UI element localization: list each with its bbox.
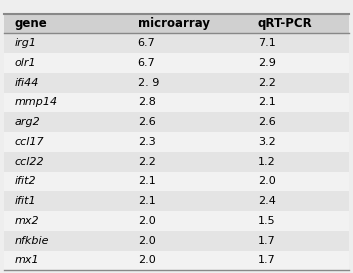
Text: mx2: mx2 <box>14 216 39 226</box>
Text: arg2: arg2 <box>14 117 40 127</box>
Bar <box>4 171 349 191</box>
Text: 2.4: 2.4 <box>258 196 276 206</box>
Bar <box>4 152 349 171</box>
Bar <box>4 251 349 270</box>
Text: 2.0: 2.0 <box>258 176 275 186</box>
Text: 2.1: 2.1 <box>138 176 155 186</box>
Text: 1.2: 1.2 <box>258 157 275 167</box>
Bar <box>4 53 349 73</box>
Text: 2.3: 2.3 <box>138 137 155 147</box>
Text: 2.6: 2.6 <box>258 117 275 127</box>
Text: 6.7: 6.7 <box>138 58 155 68</box>
Text: irg1: irg1 <box>14 38 36 48</box>
Text: 2.0: 2.0 <box>138 256 155 265</box>
Text: ccl22: ccl22 <box>14 157 44 167</box>
Text: 6.7: 6.7 <box>138 38 155 48</box>
Text: 3.2: 3.2 <box>258 137 275 147</box>
Text: 1.7: 1.7 <box>258 256 275 265</box>
Text: 2.9: 2.9 <box>258 58 276 68</box>
Text: 2.2: 2.2 <box>138 157 156 167</box>
Text: nfkbie: nfkbie <box>14 236 49 246</box>
Text: mmp14: mmp14 <box>14 97 57 108</box>
Text: qRT-PCR: qRT-PCR <box>258 17 312 30</box>
Text: ifit1: ifit1 <box>14 196 36 206</box>
Text: 2.1: 2.1 <box>138 196 155 206</box>
Text: ccl17: ccl17 <box>14 137 44 147</box>
Text: ifi44: ifi44 <box>14 78 38 88</box>
Bar <box>4 33 349 53</box>
Text: microarray: microarray <box>138 17 210 30</box>
Text: 2.1: 2.1 <box>258 97 275 108</box>
Bar <box>4 211 349 231</box>
Text: 2.0: 2.0 <box>138 216 155 226</box>
Bar <box>4 112 349 132</box>
Bar <box>4 93 349 112</box>
Text: 1.5: 1.5 <box>258 216 275 226</box>
Text: 2.8: 2.8 <box>138 97 156 108</box>
Text: mx1: mx1 <box>14 256 39 265</box>
Bar <box>4 14 349 33</box>
Text: 2.0: 2.0 <box>138 236 155 246</box>
Bar <box>4 132 349 152</box>
Bar <box>4 231 349 251</box>
Text: 2.2: 2.2 <box>258 78 276 88</box>
Text: 1.7: 1.7 <box>258 236 275 246</box>
Text: 2.6: 2.6 <box>138 117 155 127</box>
Bar <box>4 191 349 211</box>
Bar <box>4 73 349 93</box>
Text: gene: gene <box>14 17 47 30</box>
Text: 7.1: 7.1 <box>258 38 275 48</box>
Text: 2. 9: 2. 9 <box>138 78 159 88</box>
Text: olr1: olr1 <box>14 58 36 68</box>
Text: ifit2: ifit2 <box>14 176 36 186</box>
